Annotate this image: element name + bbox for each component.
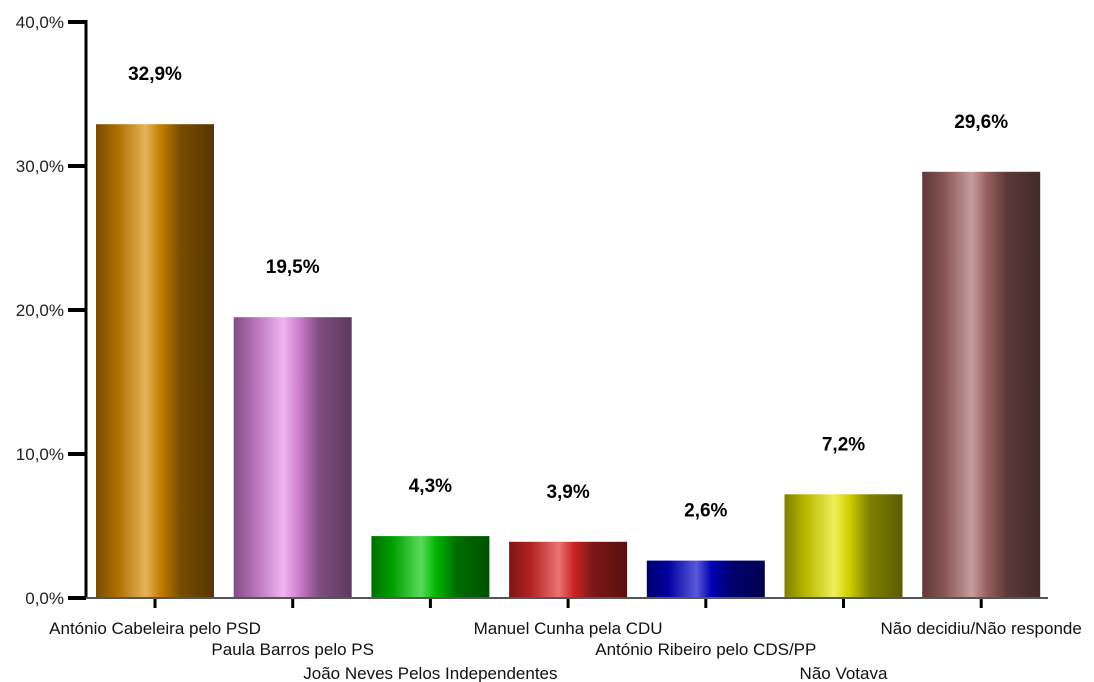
bars xyxy=(96,124,1041,599)
bar-5 xyxy=(646,560,765,598)
category-label-4: Manuel Cunha pela CDU xyxy=(474,619,663,638)
bar-7 xyxy=(922,171,1041,599)
y-tick-label-2: 10,0% xyxy=(16,445,64,464)
bar-3 xyxy=(371,536,490,598)
data-label-7: 29,6% xyxy=(954,112,1008,133)
data-label-2: 19,5% xyxy=(266,257,320,278)
category-label-5: António Ribeiro pelo CDS/PP xyxy=(595,640,816,659)
bar-6 xyxy=(784,494,903,598)
category-label-6: Não Votava xyxy=(800,664,888,682)
data-label-6: 7,2% xyxy=(822,434,865,455)
data-label-5: 2,6% xyxy=(684,501,727,522)
axes xyxy=(68,20,1048,608)
data-label-3: 4,3% xyxy=(409,476,452,497)
labels: 32,9% António Cabeleira pelo PSD 19,5% Paul… xyxy=(16,13,1082,682)
bar-4 xyxy=(509,541,628,598)
y-tick-label-5: 40,0% xyxy=(16,13,64,32)
y-tick-label-3: 20,0% xyxy=(16,301,64,320)
y-tick-label-4: 30,0% xyxy=(16,157,64,176)
data-label-4: 3,9% xyxy=(546,482,589,503)
category-label-3: João Neves Pelos Independentes xyxy=(303,664,557,682)
category-label-7: Não decidiu/Não responde xyxy=(881,619,1082,638)
y-tick-label-1: 0,0% xyxy=(25,589,64,608)
bar-1 xyxy=(96,124,214,598)
category-label-1: António Cabeleira pelo PSD xyxy=(49,619,261,638)
category-label-2: Paula Barros pelo PS xyxy=(211,640,374,659)
data-label-1: 32,9% xyxy=(128,64,182,85)
bar-2 xyxy=(233,317,352,598)
